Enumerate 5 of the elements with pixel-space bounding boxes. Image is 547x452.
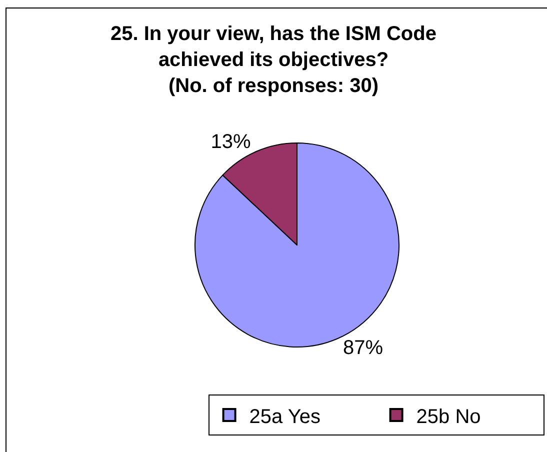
chart-title: 25. In your view, has the ISM Code achieved its objectives? (No. of responses: 30) (110, 23, 437, 97)
data-label: 13% (210, 131, 251, 154)
data-label: 87% (343, 336, 384, 359)
legend-label: 25a Yes (249, 406, 320, 428)
legend-label: 25b No (416, 406, 481, 428)
